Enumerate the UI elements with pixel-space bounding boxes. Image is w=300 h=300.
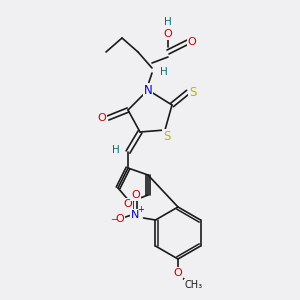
- Text: +: +: [137, 206, 144, 214]
- Text: O: O: [188, 37, 196, 47]
- Text: O: O: [98, 113, 106, 123]
- Text: O: O: [174, 268, 182, 278]
- Text: O: O: [131, 190, 140, 200]
- Text: S: S: [189, 85, 197, 98]
- Text: S: S: [163, 130, 171, 142]
- Text: O: O: [124, 199, 132, 209]
- Text: H: H: [160, 67, 168, 77]
- Text: H: H: [112, 145, 120, 155]
- Text: N: N: [131, 210, 140, 220]
- Text: H: H: [164, 17, 172, 27]
- Text: N: N: [144, 83, 152, 97]
- Text: O: O: [164, 29, 172, 39]
- Text: CH₃: CH₃: [185, 280, 203, 290]
- Text: −: −: [110, 215, 117, 224]
- Text: O: O: [115, 214, 124, 224]
